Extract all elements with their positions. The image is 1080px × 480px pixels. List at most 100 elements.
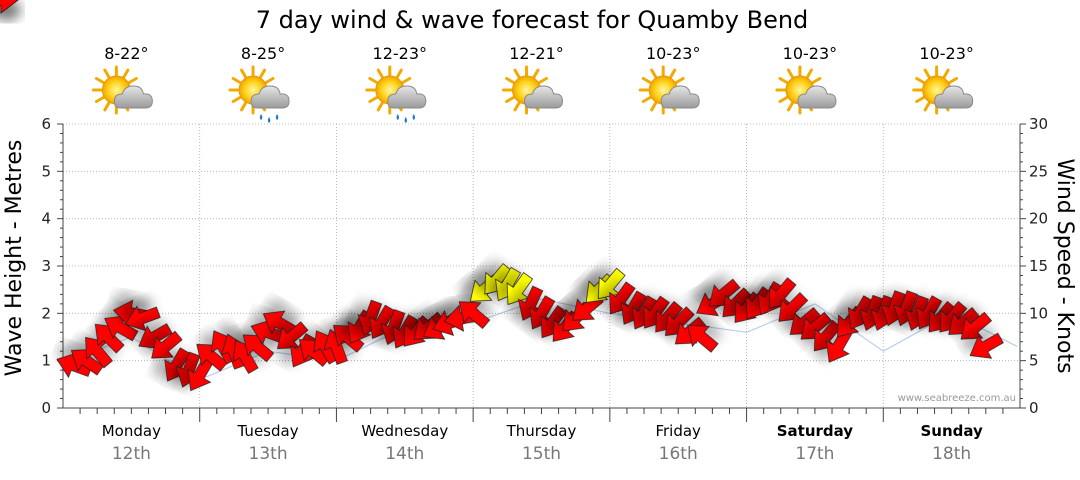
sun-ray <box>395 68 403 79</box>
sun-ray <box>127 77 138 84</box>
y-tick-right: 15 <box>1029 257 1048 275</box>
sun-ray <box>505 77 516 84</box>
wave-height-line <box>62 298 1018 381</box>
wind-arrow <box>124 305 161 332</box>
wind-arrow <box>687 325 719 353</box>
sun-ray <box>259 68 267 79</box>
wind-arrow <box>85 336 113 369</box>
sun-ray <box>513 68 521 79</box>
wind-arrow <box>0 0 19 14</box>
sun-ray <box>942 68 950 79</box>
wave-height-series <box>62 298 1018 381</box>
cloud <box>113 85 153 109</box>
cloud <box>250 85 290 109</box>
wind-arrow <box>778 292 809 322</box>
sun-ray <box>94 77 105 84</box>
sun-ray <box>122 68 130 79</box>
temperature-label: 10-23° <box>646 44 701 63</box>
sun-ray <box>368 77 379 84</box>
y-tick-left: 4 <box>41 210 51 228</box>
sun-ray <box>240 68 248 79</box>
date-label: 12th <box>112 444 151 464</box>
y-tick-left: 3 <box>41 257 51 275</box>
y-tick-left: 0 <box>41 399 51 417</box>
temperature-label: 10-23° <box>919 44 974 63</box>
y-tick-right: 25 <box>1029 162 1048 180</box>
y-tick-right: 0 <box>1029 399 1039 417</box>
y-tick-right: 20 <box>1029 210 1048 228</box>
sun-ray <box>368 95 379 103</box>
temperature-label: 10-23° <box>783 44 838 63</box>
sun-ray <box>669 68 677 79</box>
cloud <box>523 85 564 109</box>
watermark: www.seabreeze.com.au <box>898 393 1016 404</box>
sun-ray <box>641 77 652 84</box>
sun-ray <box>505 95 516 103</box>
rain-drop <box>396 114 400 120</box>
temperature-label: 8-22° <box>104 44 148 63</box>
rain-drop <box>267 117 271 123</box>
day-label: Wednesday <box>361 422 448 440</box>
sun-cloud-icon <box>502 65 564 115</box>
sun-ray <box>923 68 931 79</box>
sun-ray <box>915 95 926 103</box>
sun-ray <box>805 68 813 79</box>
rain-drop <box>412 114 416 120</box>
sun-ray <box>948 77 959 84</box>
wind-arrow <box>277 321 309 349</box>
temperature-label: 8-25° <box>241 44 285 63</box>
sun-ray <box>650 68 658 79</box>
wind-arrows-series <box>0 0 1004 392</box>
date-label: 17th <box>795 444 834 464</box>
sun-ray <box>94 95 105 103</box>
sun-ray <box>103 68 111 79</box>
y-tick-left: 6 <box>41 115 51 133</box>
date-label: 14th <box>385 444 424 464</box>
date-label: 18th <box>932 444 971 464</box>
cloud <box>797 85 837 109</box>
sun-cloud-icon <box>775 65 837 115</box>
sun-cloud-rain-icon <box>365 65 427 123</box>
sun-ray <box>513 101 521 112</box>
day-label: Monday <box>102 422 161 440</box>
weather-icons: 8-22° 8-25° 12-23° 12-21° 10-23° 10-23° 10-23° <box>91 44 974 123</box>
y-tick-right: 30 <box>1029 115 1048 133</box>
temperature-label: 12-21° <box>509 44 564 63</box>
sun-ray <box>786 101 794 112</box>
sun-ray <box>923 101 931 112</box>
sun-ray <box>532 68 540 79</box>
day-label: Sunday <box>920 422 983 440</box>
sun-ray <box>537 77 548 84</box>
day-labels: Monday 12th Tuesday 13th Wednesday 14th Thursd… <box>102 422 983 464</box>
sun-ray <box>376 68 384 79</box>
date-label: 13th <box>249 444 288 464</box>
day-label: Tuesday <box>237 422 299 440</box>
sun-ray <box>650 101 658 112</box>
day-label: Friday <box>655 422 701 440</box>
sun-ray <box>231 95 242 103</box>
sun-ray <box>264 77 275 84</box>
date-label: 16th <box>659 444 698 464</box>
y-tick-left: 1 <box>41 352 51 370</box>
y-axis-right-label: Wind Speed - Knots <box>1052 158 1077 373</box>
cloud <box>660 85 700 109</box>
wind-arrow <box>151 330 183 359</box>
date-label: 15th <box>522 444 561 464</box>
y-tick-left: 2 <box>41 304 51 322</box>
chart-title: 7 day wind & wave forecast for Quamby Be… <box>256 6 809 34</box>
day-label: Thursday <box>506 422 577 440</box>
sun-ray <box>641 95 652 103</box>
day-label: Saturday <box>777 422 854 440</box>
sun-ray <box>240 101 248 112</box>
sun-ray <box>674 77 685 84</box>
sun-ray <box>778 95 789 103</box>
cloud <box>934 85 974 109</box>
sun-cloud-icon <box>91 65 153 115</box>
temperature-label: 12-23° <box>373 44 428 63</box>
rain-drop <box>275 114 279 120</box>
rain-drop <box>259 114 263 120</box>
rain-drop <box>404 117 408 123</box>
sun-cloud-icon <box>638 65 700 115</box>
sun-ray <box>103 101 111 112</box>
